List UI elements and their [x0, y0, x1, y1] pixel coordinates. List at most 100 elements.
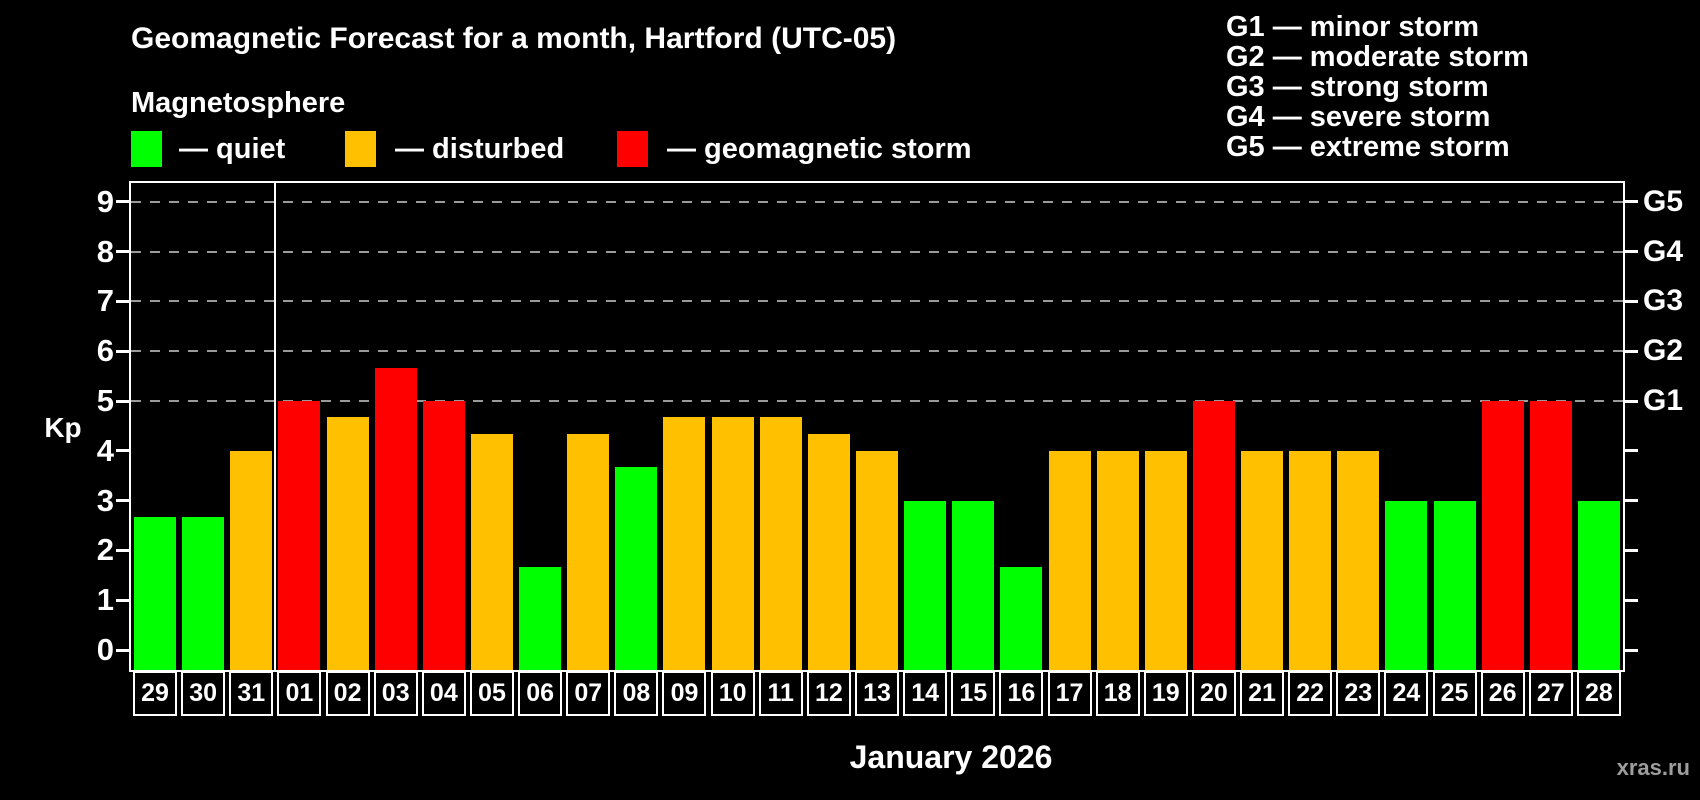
bar-day-01 — [278, 401, 321, 670]
g-legend-line-g3: G3 — strong storm — [1226, 71, 1489, 103]
day-label-cell-26: 26 — [1480, 671, 1525, 716]
day-label-cell-15: 15 — [951, 671, 996, 716]
day-label-cell-07: 07 — [566, 671, 611, 716]
day-label-cell-30: 30 — [181, 671, 226, 716]
right-axis-label-g3: G3 — [1643, 284, 1684, 318]
y-axis-tick-right-9 — [1625, 200, 1638, 204]
right-axis-label-g2: G2 — [1643, 334, 1684, 368]
day-label-cell-25: 25 — [1432, 671, 1477, 716]
bar-day-31 — [230, 450, 273, 670]
day-label-cell-20: 20 — [1191, 671, 1236, 716]
bar-day-04 — [422, 401, 465, 670]
g-legend-line-g4: G4 — severe storm — [1226, 101, 1491, 133]
chart-subtitle: Magnetosphere — [131, 87, 346, 119]
legend-label-disturbed: — disturbed — [395, 132, 565, 165]
y-axis-tick-right-2 — [1625, 548, 1638, 552]
g-legend-line-g2: G2 — moderate storm — [1226, 41, 1529, 73]
day-label-cell-16: 16 — [999, 671, 1044, 716]
bar-day-24 — [1385, 500, 1428, 670]
bar-day-15 — [952, 500, 995, 670]
bar-day-05 — [470, 434, 513, 670]
day-label-cell-21: 21 — [1240, 671, 1285, 716]
y-axis-tick-right-8 — [1625, 250, 1638, 254]
legend-item-disturbed: — disturbed — [345, 131, 564, 167]
y-axis-tick-label-2: 2 — [96, 532, 114, 568]
day-label-cell-13: 13 — [855, 671, 899, 716]
bar-day-09 — [663, 417, 706, 670]
y-axis-tick-label-4: 4 — [96, 432, 114, 468]
bar-day-20 — [1192, 401, 1235, 670]
day-label-cell-14: 14 — [903, 671, 948, 716]
bar-day-02 — [326, 417, 369, 670]
bar-day-29 — [134, 517, 177, 670]
bar-day-13 — [856, 450, 898, 670]
y-axis-tick-left-9 — [116, 200, 129, 204]
y-axis-tick-label-6: 6 — [96, 333, 114, 369]
legend-label-storm: — geomagnetic storm — [667, 132, 972, 165]
bar-day-08 — [615, 467, 658, 670]
right-axis-label-g4: G4 — [1643, 234, 1684, 268]
gridline-kp8 — [131, 250, 1623, 253]
bar-day-16 — [1000, 566, 1043, 670]
bar-day-07 — [567, 434, 610, 670]
bar-day-17 — [1048, 450, 1091, 670]
legend-item-storm: — geomagnetic storm — [617, 131, 972, 167]
bar-day-23 — [1337, 450, 1380, 670]
right-axis-label-g5: G5 — [1643, 184, 1684, 218]
bar-day-03 — [374, 367, 417, 670]
day-label-cell-18: 18 — [1095, 671, 1140, 716]
day-label-cell-12: 12 — [806, 671, 851, 716]
g-legend-line-g1: G1 — minor storm — [1226, 11, 1479, 43]
g-legend-line-g5: G5 — extreme storm — [1226, 131, 1510, 163]
plot-area — [131, 183, 1623, 670]
g-scale-legend: G1 — minor storm G2 — moderate storm G3 … — [1226, 12, 1529, 162]
bar-day-18 — [1096, 450, 1139, 670]
y-axis-tick-label-3: 3 — [96, 482, 114, 518]
day-label-cell-19: 19 — [1143, 671, 1188, 716]
day-label-cell-24: 24 — [1384, 671, 1429, 716]
disturbed-color-swatch — [345, 131, 376, 167]
day-label-cell-10: 10 — [710, 671, 755, 716]
day-label-cell-09: 09 — [662, 671, 707, 716]
day-label-cell-05: 05 — [469, 671, 514, 716]
day-label-cell-06: 06 — [518, 671, 563, 716]
y-axis-tick-left-2 — [116, 548, 129, 552]
storm-color-swatch — [617, 131, 648, 167]
day-label-cell-11: 11 — [758, 671, 803, 716]
y-axis-tick-left-1 — [116, 598, 129, 602]
bar-day-10 — [711, 417, 754, 670]
day-label-cell-27: 27 — [1528, 671, 1573, 716]
bar-day-25 — [1433, 500, 1476, 670]
bar-day-11 — [759, 417, 802, 670]
day-label-cell-08: 08 — [614, 671, 659, 716]
day-label-cell-02: 02 — [325, 671, 370, 716]
y-axis-tick-label-9: 9 — [96, 183, 114, 219]
bar-day-28 — [1577, 500, 1620, 670]
chart-title: Geomagnetic Forecast for a month, Hartfo… — [131, 22, 897, 55]
gridline-kp7 — [131, 300, 1623, 303]
gridline-kp9 — [131, 200, 1623, 203]
day-label-cell-31: 31 — [229, 671, 274, 716]
y-axis-tick-left-4 — [116, 449, 129, 453]
bar-day-30 — [182, 517, 225, 670]
y-axis-tick-label-1: 1 — [96, 582, 114, 618]
bar-day-21 — [1241, 450, 1284, 670]
y-axis-tick-right-6 — [1625, 349, 1638, 353]
day-label-cell-01: 01 — [277, 671, 322, 716]
y-axis-tick-left-3 — [116, 499, 129, 503]
day-label-cell-28: 28 — [1576, 671, 1621, 716]
month-divider-line — [274, 183, 277, 670]
day-label-cell-03: 03 — [373, 671, 418, 716]
y-axis-tick-label-7: 7 — [96, 283, 114, 319]
y-axis-tick-right-0 — [1625, 648, 1638, 652]
bar-day-12 — [807, 434, 850, 670]
day-label-cell-17: 17 — [1047, 671, 1092, 716]
gridline-kp6 — [131, 350, 1623, 353]
day-label-cell-23: 23 — [1336, 671, 1381, 716]
day-label-cell-04: 04 — [421, 671, 466, 716]
y-axis-tick-left-6 — [116, 349, 129, 353]
right-axis-label-g1: G1 — [1643, 384, 1684, 417]
y-axis-tick-label-5: 5 — [96, 383, 114, 418]
y-axis-tick-right-1 — [1625, 598, 1638, 602]
